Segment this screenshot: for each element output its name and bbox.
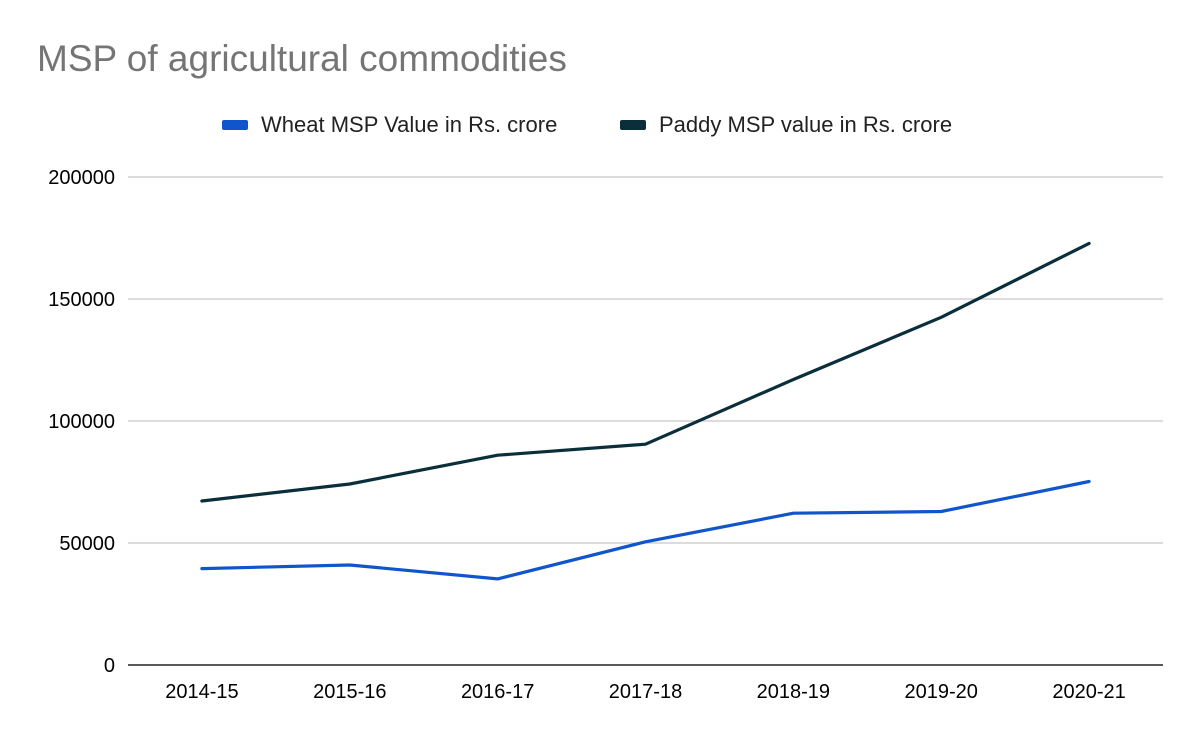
legend-item-wheat: Wheat MSP Value in Rs. crore [222, 111, 557, 139]
x-tick-label: 2015-16 [313, 681, 386, 703]
legend-swatch-paddy [620, 120, 646, 130]
x-tick-label: 2018-19 [757, 681, 830, 703]
x-tick-label: 2017-18 [609, 681, 682, 703]
y-tick-label: 0 [104, 655, 115, 677]
series-lines [200, 241, 1091, 581]
x-tick-label: 2019-20 [905, 681, 978, 703]
chart-title: MSP of agricultural commodities [37, 38, 567, 79]
legend-label-wheat: Wheat MSP Value in Rs. crore [261, 112, 558, 137]
x-tick-label: 2016-17 [461, 681, 534, 703]
series-line-paddy [200, 241, 1091, 503]
y-tick-label: 150000 [48, 289, 115, 311]
y-tick-label: 100000 [48, 411, 115, 433]
tick-labels: 0 50000 100000 150000 200000 2014-15 2015-16 20… [48, 167, 1126, 703]
y-tick-label: 50000 [59, 533, 115, 555]
x-tick-label: 2014-15 [165, 681, 238, 703]
grid-lines [128, 176, 1163, 544]
y-tick-label: 200000 [48, 167, 115, 189]
x-tick-label: 2020-21 [1052, 681, 1125, 703]
legend-swatch-wheat [222, 120, 248, 130]
legend-item-paddy: Paddy MSP value in Rs. crore [620, 111, 952, 139]
series-line-wheat [200, 479, 1091, 581]
legend-label-paddy: Paddy MSP value in Rs. crore [659, 112, 953, 137]
chart-legend: Wheat MSP Value in Rs. crore Paddy MSP v… [0, 111, 1200, 139]
